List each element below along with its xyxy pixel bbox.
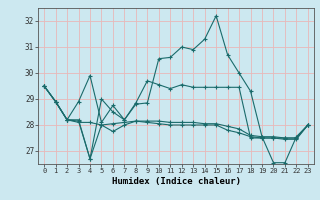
X-axis label: Humidex (Indice chaleur): Humidex (Indice chaleur) <box>111 177 241 186</box>
